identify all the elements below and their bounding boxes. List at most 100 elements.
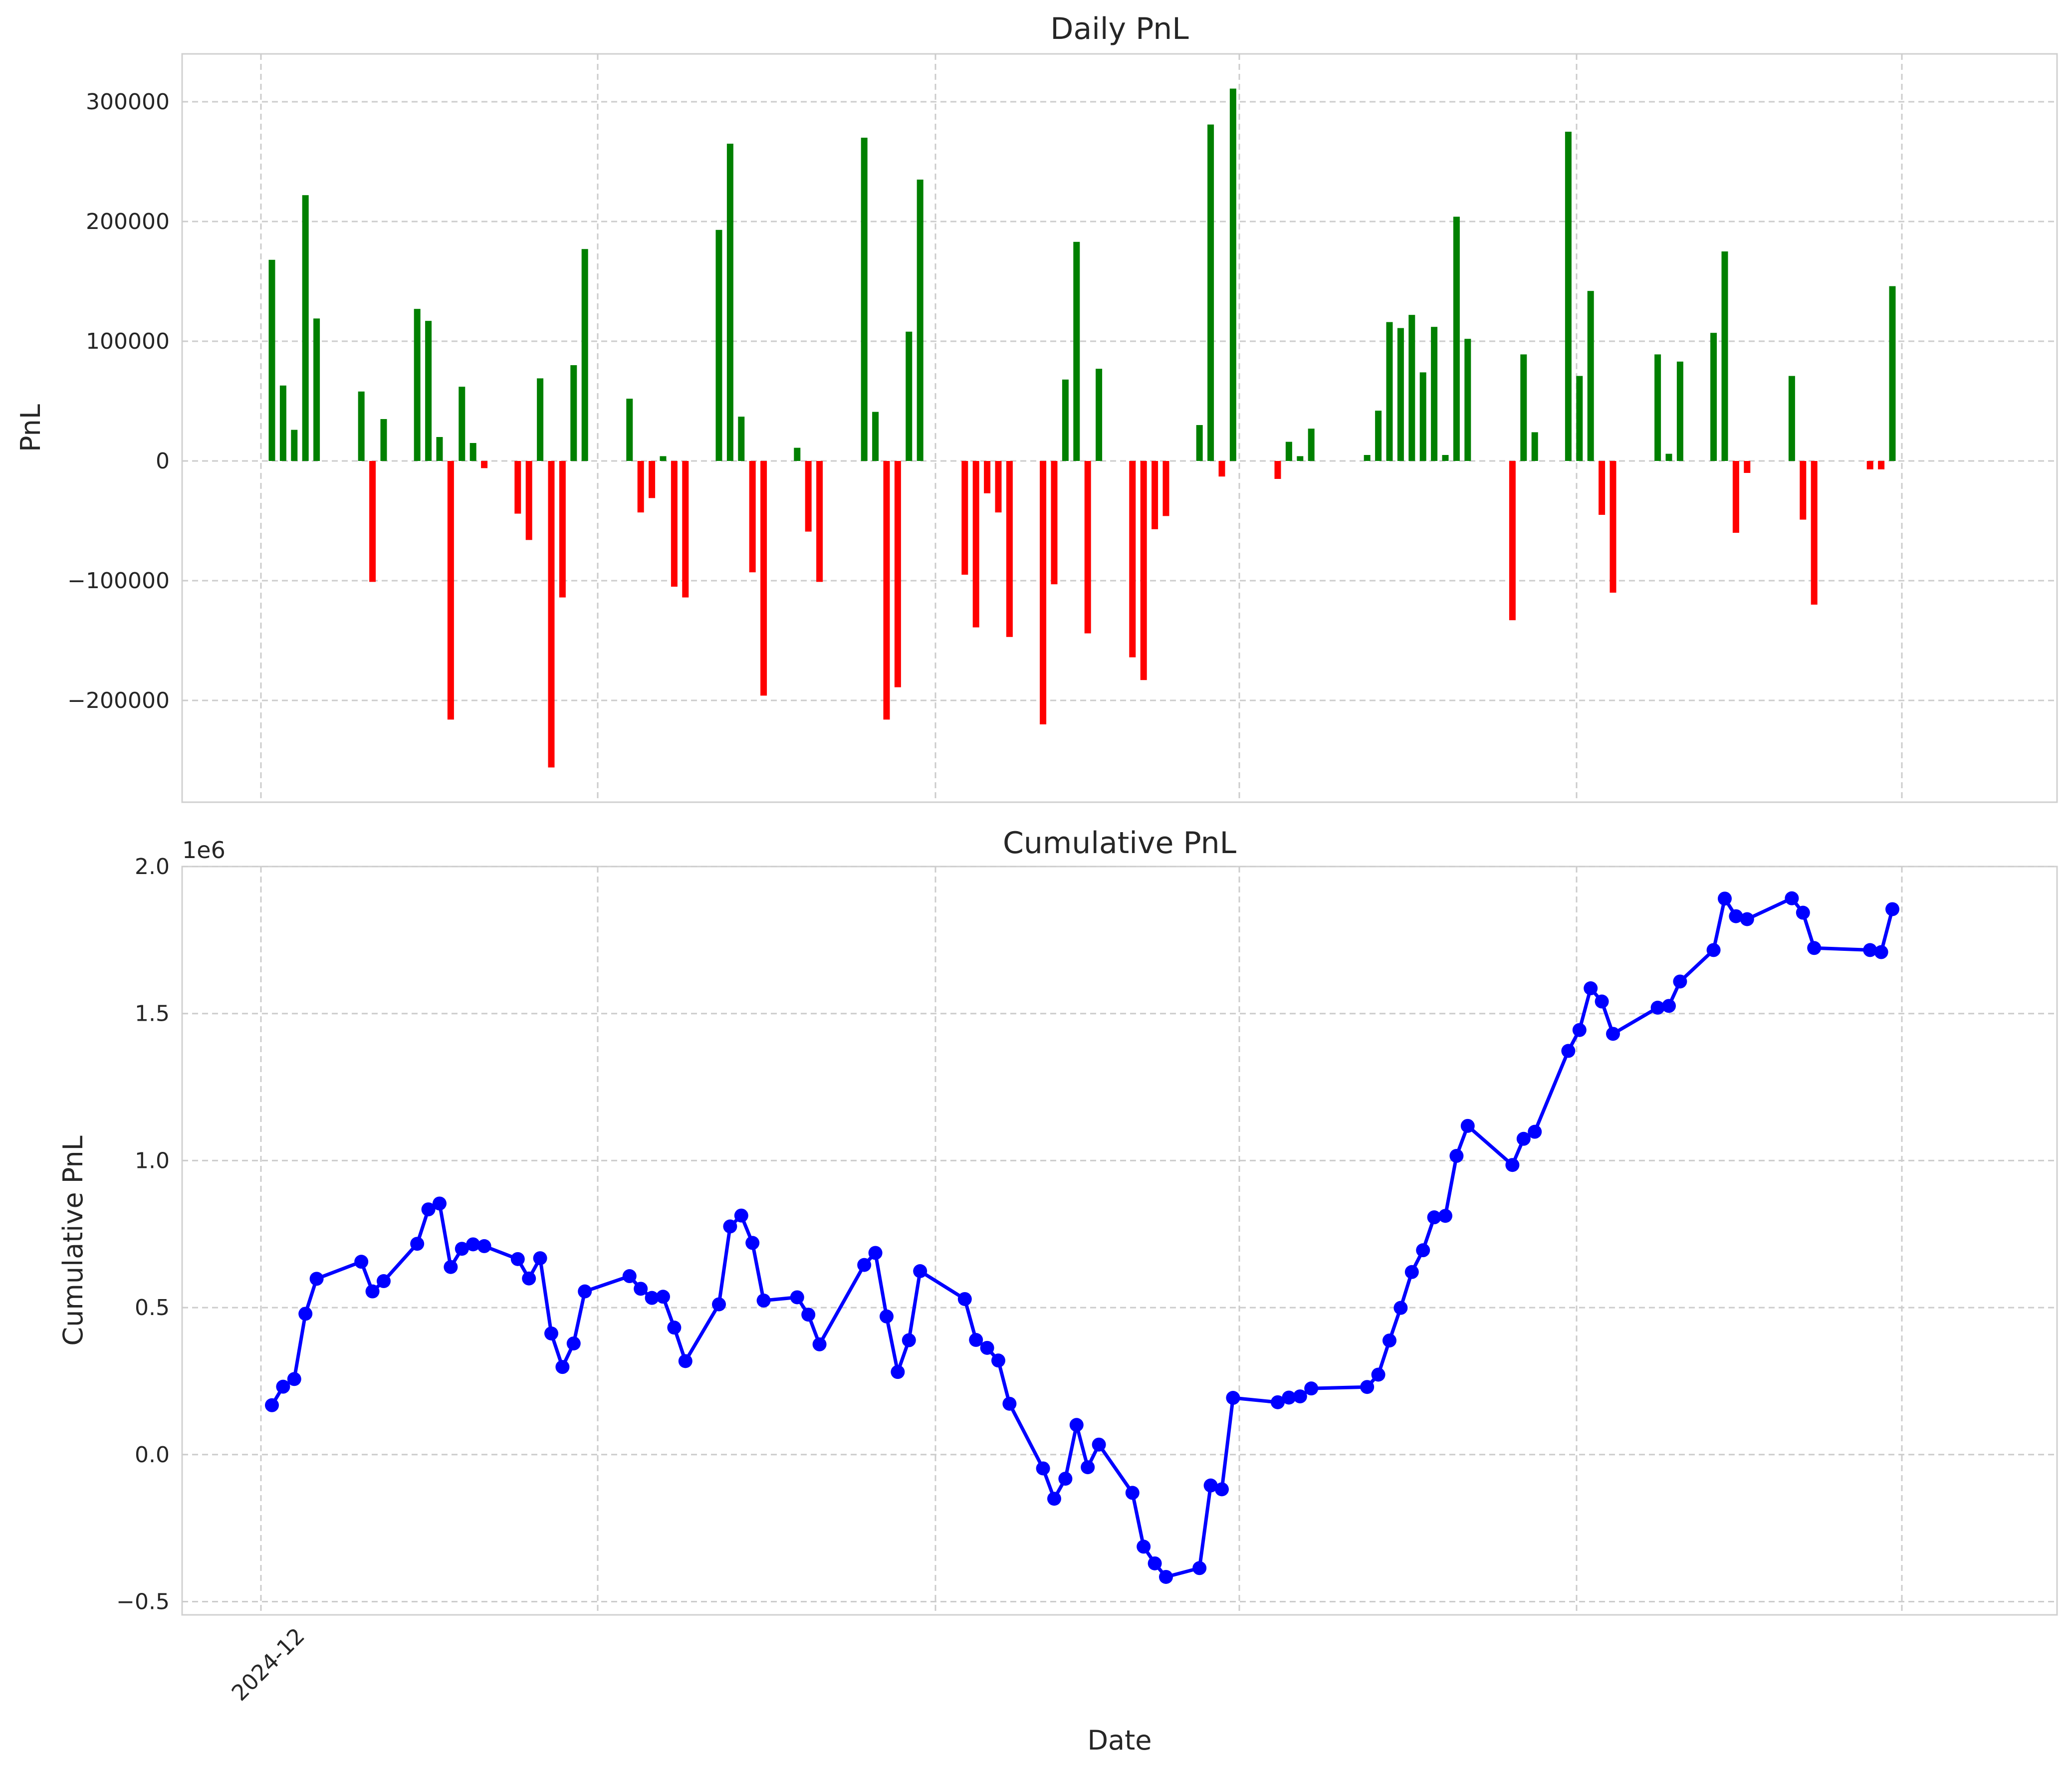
- daily-pnl-bar: [1676, 361, 1683, 461]
- daily-pnl-bar: [1006, 461, 1013, 637]
- cumulative-pnl-panel: 2.0 1.5 1.0 0.5 0.0 −0.5 2024-12 Cumulative P…: [57, 826, 2058, 1756]
- daily-pnl-bar: [436, 437, 443, 461]
- daily-pnl-bar: [816, 461, 823, 582]
- daily-pnl-bar: [1096, 369, 1103, 461]
- cumulative-pnl-point: [980, 1340, 994, 1355]
- daily-pnl-bar: [995, 461, 1002, 513]
- cumulative-pnl-point: [1304, 1381, 1319, 1396]
- daily-pnl-panel: 300000 200000 100000 0 −100000 −200000 Daily …: [15, 11, 2058, 803]
- cumulative-pnl-point: [1271, 1395, 1285, 1409]
- cumulative-pnl-point: [1438, 1209, 1452, 1223]
- cumulative-pnl-point: [1081, 1460, 1095, 1475]
- daily-pnl-bar: [1274, 461, 1281, 479]
- daily-pnl-y-tick-label: 200000: [86, 209, 170, 234]
- cumulative-pnl-point: [1807, 941, 1822, 955]
- cumulative-pnl-point: [1159, 1569, 1173, 1584]
- cumulative-pnl-point: [533, 1251, 547, 1266]
- cumulative-pnl-point: [812, 1337, 827, 1351]
- daily-pnl-bar: [1889, 286, 1896, 461]
- daily-pnl-bar: [1129, 461, 1136, 658]
- daily-pnl-bar: [1431, 327, 1438, 461]
- cumulative-pnl-point: [1528, 1124, 1542, 1139]
- cumulative-pnl-point: [1673, 974, 1687, 989]
- daily-pnl-bar: [1419, 372, 1426, 461]
- daily-pnl-bar: [906, 331, 913, 461]
- cumulative-pnl-point: [857, 1258, 872, 1272]
- daily-pnl-bars: [268, 88, 1896, 768]
- daily-pnl-bar: [671, 461, 678, 587]
- daily-pnl-bar: [637, 461, 644, 513]
- daily-pnl-bar: [917, 180, 923, 461]
- cumulative-pnl-point: [477, 1239, 491, 1253]
- cumulative-pnl-point: [1874, 945, 1888, 959]
- daily-pnl-y-tick-labels: 300000 200000 100000 0 −100000 −200000: [67, 89, 170, 713]
- daily-pnl-bar: [313, 318, 320, 461]
- cumulative-pnl-point: [1137, 1540, 1151, 1554]
- daily-pnl-bar: [1196, 425, 1203, 461]
- cumulative-pnl-point: [365, 1284, 380, 1299]
- daily-pnl-bar: [1062, 379, 1069, 461]
- daily-pnl-bar: [1665, 453, 1672, 461]
- daily-pnl-bar: [760, 461, 767, 696]
- daily-pnl-bar: [1654, 354, 1661, 461]
- daily-pnl-bar: [726, 144, 733, 461]
- daily-pnl-bar: [682, 461, 689, 598]
- cumulative-pnl-point: [634, 1282, 648, 1296]
- cumulative-pnl-point: [1148, 1556, 1162, 1570]
- cumulative-pnl-y-tick-label: 2.0: [135, 854, 170, 880]
- cumulative-pnl-point: [790, 1290, 804, 1305]
- daily-pnl-y-axis-label: PnL: [15, 404, 46, 452]
- cumulative-pnl-point: [1002, 1396, 1017, 1411]
- cumulative-pnl-point: [1740, 912, 1754, 926]
- daily-pnl-bar: [302, 195, 309, 461]
- cumulative-pnl-point: [354, 1255, 369, 1269]
- daily-pnl-bar: [525, 461, 532, 540]
- cumulative-pnl-grid: [182, 866, 2057, 1615]
- cumulative-pnl-point: [1125, 1486, 1140, 1500]
- cumulative-pnl-point: [309, 1272, 324, 1286]
- daily-pnl-bar: [1788, 376, 1795, 461]
- cumulative-pnl-point: [1069, 1418, 1084, 1432]
- daily-pnl-bar: [414, 309, 421, 461]
- cumulative-pnl-point: [410, 1237, 425, 1251]
- daily-pnl-bar: [1464, 339, 1471, 461]
- cumulative-pnl-point: [1718, 891, 1732, 906]
- daily-pnl-bar: [380, 419, 387, 461]
- cumulative-pnl-point: [1215, 1482, 1229, 1497]
- cumulative-pnl-point: [1572, 1023, 1587, 1037]
- cumulative-pnl-point: [1729, 909, 1743, 923]
- cumulative-pnl-point: [712, 1297, 726, 1312]
- cumulative-pnl-point: [444, 1260, 458, 1274]
- daily-pnl-bar: [581, 249, 588, 461]
- cumulative-pnl-x-tick-labels: 2024-12: [227, 1623, 310, 1706]
- daily-pnl-bar: [1297, 456, 1304, 461]
- daily-pnl-y-tick-label: −100000: [67, 568, 170, 594]
- daily-pnl-bar: [883, 461, 890, 720]
- daily-pnl-bar: [559, 461, 566, 598]
- cumulative-pnl-point: [622, 1269, 637, 1284]
- cumulative-pnl-offset-label: 1e6: [182, 837, 226, 864]
- cumulative-pnl-point: [1516, 1131, 1531, 1146]
- cumulative-pnl-point: [1706, 943, 1721, 957]
- daily-pnl-bar: [369, 461, 376, 582]
- daily-pnl-bar: [1599, 461, 1606, 515]
- cumulative-pnl-point: [1561, 1044, 1576, 1058]
- daily-pnl-bar: [961, 461, 968, 575]
- cumulative-pnl-point: [1404, 1265, 1419, 1279]
- cumulative-pnl-point: [522, 1271, 536, 1286]
- cumulative-pnl-point: [1382, 1333, 1396, 1348]
- cumulative-pnl-point: [1393, 1301, 1408, 1315]
- cumulative-pnl-point: [555, 1360, 570, 1374]
- cumulative-pnl-point: [1203, 1478, 1218, 1493]
- cumulative-pnl-point: [656, 1290, 670, 1304]
- cumulative-pnl-point: [1226, 1391, 1240, 1405]
- cumulative-pnl-point: [723, 1219, 737, 1234]
- daily-pnl-bar: [514, 461, 521, 514]
- cumulative-pnl-point: [667, 1321, 682, 1335]
- cumulative-pnl-y-tick-label: 1.0: [135, 1148, 170, 1173]
- cumulative-pnl-title: Cumulative PnL: [1003, 826, 1237, 861]
- daily-pnl-bar: [1732, 461, 1739, 533]
- daily-pnl-bar: [1610, 461, 1616, 593]
- daily-pnl-bar: [894, 461, 901, 687]
